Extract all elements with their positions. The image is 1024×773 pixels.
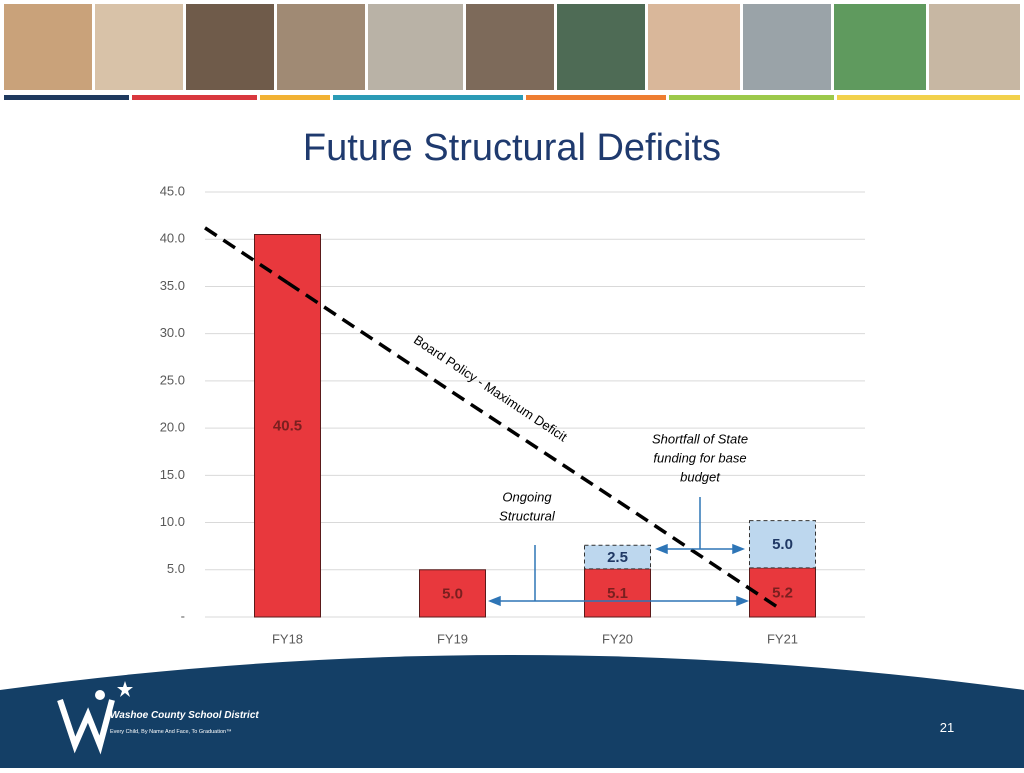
arrows xyxy=(487,497,750,607)
bar-segment xyxy=(584,544,651,570)
x-tick-label: FY21 xyxy=(767,631,798,646)
bar-segment xyxy=(419,569,486,618)
bar-segment xyxy=(749,520,816,569)
value-label: 5.2 xyxy=(772,584,793,601)
annotation: funding for base xyxy=(653,450,746,465)
photo-banner xyxy=(4,4,1020,90)
annotation: Structural xyxy=(499,508,556,523)
y-tick-label: 25.0 xyxy=(160,372,185,387)
chart-title: Future Structural Deficits xyxy=(303,127,721,169)
annotation: Shortfall of State xyxy=(652,431,748,446)
y-tick-label: 5.0 xyxy=(167,561,185,576)
x-tick-label: FY20 xyxy=(602,631,633,646)
y-tick-label: 45.0 xyxy=(160,183,185,198)
organization: Washoe County School District xyxy=(110,710,259,721)
y-tick-label: - xyxy=(181,608,185,623)
value-label: 40.5 xyxy=(273,418,302,435)
y-tick-label: 35.0 xyxy=(160,278,185,293)
annotation: budget xyxy=(680,469,721,484)
policy-line xyxy=(286,281,784,612)
policy-line-extension xyxy=(204,226,289,285)
y-tick-label: 15.0 xyxy=(160,467,185,482)
color-stripe xyxy=(4,95,1020,100)
motto: Every Child, By Name And Face, To Gradua… xyxy=(110,729,232,735)
y-tick-label: 20.0 xyxy=(160,420,185,435)
value-label: 5.0 xyxy=(442,585,463,602)
annotation: Ongoing xyxy=(502,489,552,504)
logo xyxy=(57,681,133,755)
bar-segment xyxy=(749,567,816,618)
bar-segment xyxy=(584,568,651,618)
value-label: 5.0 xyxy=(772,536,793,553)
y-tick-label: 30.0 xyxy=(160,325,185,340)
y-tick-label: 40.0 xyxy=(160,231,185,246)
value-label: 5.1 xyxy=(607,585,628,602)
y-tick-label: 10.0 xyxy=(160,514,185,529)
value-label: 2.5 xyxy=(607,549,628,566)
plot: - 5.0 10.0 15.0 20.0 25.0 30.0 35.0 40.0 45.0 FY18… xyxy=(160,183,865,646)
x-tick-label: FY19 xyxy=(437,631,468,646)
page-number: 21 xyxy=(940,720,954,735)
x-tick-label: FY18 xyxy=(272,631,303,646)
footer-band xyxy=(0,655,1024,768)
